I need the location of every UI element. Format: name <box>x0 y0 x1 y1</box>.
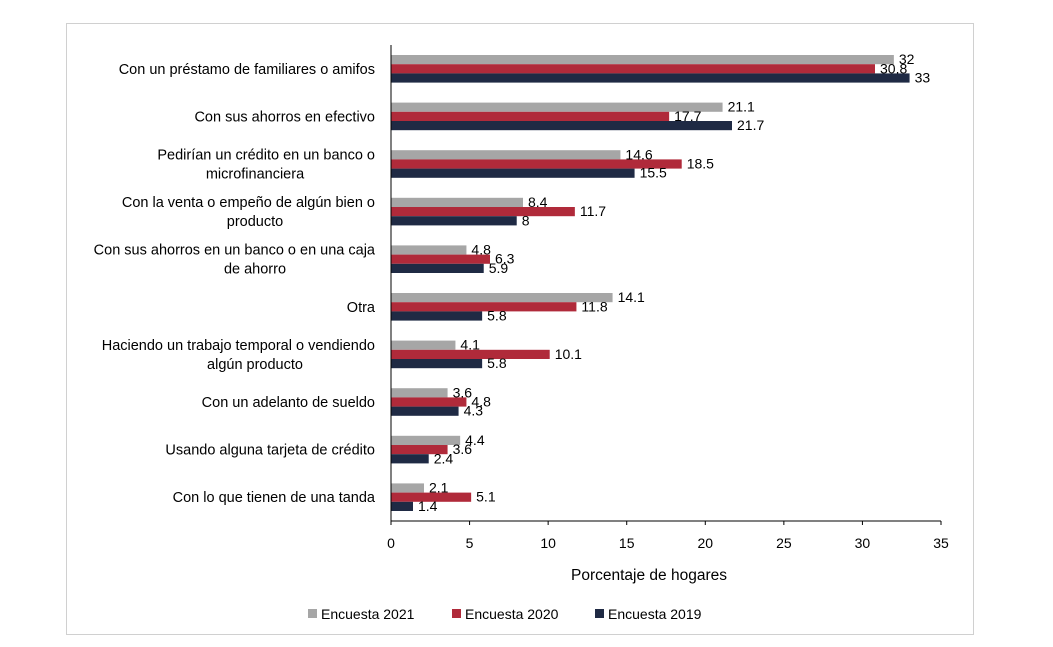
bar-encuesta-2019 <box>391 73 910 83</box>
bar-encuesta-2021 <box>391 150 621 160</box>
bar-encuesta-2021 <box>391 102 723 112</box>
data-label: 4.4 <box>465 432 485 448</box>
legend-label: Encuesta 2020 <box>465 606 559 622</box>
bar-encuesta-2019 <box>391 216 517 226</box>
data-label: 8 <box>522 212 530 228</box>
data-label: 1.4 <box>418 498 438 514</box>
bar-encuesta-2021 <box>391 197 523 207</box>
bar-encuesta-2019 <box>391 454 429 464</box>
category-label: Usando alguna tarjeta de crédito <box>165 443 375 459</box>
bar-encuesta-2021 <box>391 55 894 65</box>
data-label: 15.5 <box>640 165 667 181</box>
bar-encuesta-2021 <box>391 388 448 398</box>
data-label: 2.4 <box>434 450 454 466</box>
category-label: Otra <box>347 300 376 316</box>
legend-swatch <box>308 609 317 618</box>
x-tick-label: 5 <box>466 535 474 551</box>
bar-encuesta-2020 <box>391 159 682 169</box>
data-label: 5.8 <box>487 355 507 371</box>
x-ticks: 0 5 10 15 20 25 30 35 <box>387 521 949 551</box>
x-axis-label: Porcentaje de hogares <box>571 567 727 584</box>
data-label: 10.1 <box>555 346 582 362</box>
category-label: Haciendo un trabajo temporal o vendiendo <box>102 338 375 354</box>
data-label: 5.9 <box>489 260 509 276</box>
bar-encuesta-2019 <box>391 263 484 273</box>
bar-encuesta-2020 <box>391 492 472 502</box>
bar-encuesta-2020 <box>391 349 550 359</box>
chart-frame <box>66 23 974 635</box>
bar-encuesta-2021 <box>391 483 424 493</box>
x-tick-label: 30 <box>855 535 871 551</box>
data-label: 21.1 <box>728 99 755 115</box>
bars <box>391 55 910 511</box>
bar-encuesta-2020 <box>391 64 875 74</box>
bar-encuesta-2020 <box>391 445 448 455</box>
x-tick-label: 0 <box>387 535 395 551</box>
data-label: 3.6 <box>453 384 473 400</box>
data-label: 2.1 <box>429 480 449 496</box>
data-label: 11.7 <box>580 203 606 219</box>
bar-encuesta-2020 <box>391 207 575 217</box>
category-label: Con un adelanto de sueldo <box>202 395 375 411</box>
x-tick-label: 20 <box>697 535 713 551</box>
data-label: 3.6 <box>453 441 473 457</box>
data-label: 4.8 <box>471 242 491 258</box>
data-label: 11.8 <box>581 298 607 314</box>
data-label: 4.3 <box>464 403 484 419</box>
x-tick-label: 25 <box>776 535 792 551</box>
category-label: Con lo que tienen de una tanda <box>173 490 376 506</box>
legend-label: Encuesta 2021 <box>321 606 415 622</box>
bar-encuesta-2021 <box>391 245 467 255</box>
bar-encuesta-2020 <box>391 254 490 264</box>
data-label: 14.1 <box>618 289 645 305</box>
data-label: 6.3 <box>495 251 515 267</box>
data-label: 17.7 <box>674 108 701 124</box>
bar-encuesta-2020 <box>391 111 670 121</box>
category-label: Con sus ahorros en un banco o en una caj… <box>94 243 376 259</box>
bar-encuesta-2019 <box>391 406 459 416</box>
legend: Encuesta 2021 Encuesta 2020 Encuesta 2019 <box>308 606 702 622</box>
bar-encuesta-2019 <box>391 168 635 178</box>
category-label: de ahorro <box>224 262 286 278</box>
data-label: 4.1 <box>460 337 480 353</box>
category-label: Con un préstamo de familiares o amifos <box>119 62 375 78</box>
category-label: Con sus ahorros en efectivo <box>194 109 375 125</box>
x-tick-label: 35 <box>933 535 949 551</box>
data-label: 5.8 <box>487 308 507 324</box>
category-label: Pedirían un crédito en un banco o <box>157 148 375 164</box>
category-label: Con la venta o empeño de algún bien o <box>122 195 375 211</box>
bar-encuesta-2019 <box>391 311 483 321</box>
category-label: producto <box>227 214 283 230</box>
bar-encuesta-2021 <box>391 435 461 445</box>
bar-encuesta-2019 <box>391 121 732 131</box>
category-label: microfinanciera <box>206 167 305 183</box>
data-label: 21.7 <box>737 117 764 133</box>
x-tick-label: 10 <box>540 535 556 551</box>
category-labels: Con un préstamo de familiares o amifos Co… <box>94 62 376 506</box>
data-label: 8.4 <box>528 194 548 210</box>
data-label: 32 <box>899 51 915 67</box>
data-label: 18.5 <box>687 156 714 172</box>
legend-swatch <box>452 609 461 618</box>
bar-encuesta-2021 <box>391 293 613 303</box>
bar-encuesta-2020 <box>391 397 467 407</box>
bar-encuesta-2019 <box>391 359 483 369</box>
category-label: algún producto <box>207 357 303 373</box>
data-label: 33 <box>915 70 931 86</box>
data-label: 4.8 <box>471 394 491 410</box>
bar-encuesta-2020 <box>391 302 577 312</box>
data-label: 14.6 <box>625 146 652 162</box>
data-label: 30.8 <box>880 60 907 76</box>
x-tick-label: 15 <box>619 535 635 551</box>
bar-encuesta-2019 <box>391 501 413 511</box>
legend-swatch <box>595 609 604 618</box>
bar-encuesta-2021 <box>391 340 456 350</box>
data-label: 5.1 <box>476 489 496 505</box>
legend-label: Encuesta 2019 <box>608 606 702 622</box>
